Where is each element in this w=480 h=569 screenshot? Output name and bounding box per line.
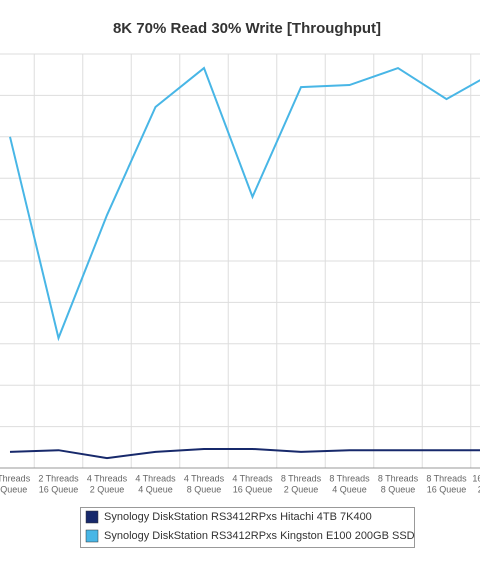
- x-tick-label: 4 Queue: [332, 484, 367, 494]
- chart-title: 8K 70% Read 30% Write [Throughput]: [113, 20, 381, 37]
- x-tick-label: 8 Queue: [381, 484, 416, 494]
- x-tick-label: 2 Queue: [478, 484, 480, 494]
- x-tick-label: 8 Threads: [378, 473, 419, 483]
- x-tick-label: 2 Queue: [284, 484, 319, 494]
- x-tick-label: 4 Threads: [87, 473, 128, 483]
- x-tick-label: 2 Threads: [38, 473, 79, 483]
- x-tick-label: 2 Threads: [0, 473, 31, 483]
- x-tick-label: 4 Threads: [232, 473, 273, 483]
- line: [9, 66, 480, 342]
- x-tick-label: 16 Queue: [39, 484, 79, 494]
- x-tick-label: 4 Threads: [184, 473, 225, 483]
- x-tick-label: 8 Threads: [329, 473, 370, 483]
- legend-box: [80, 507, 415, 548]
- legend-label: Synology DiskStation RS3412RPxs Kingston…: [104, 530, 415, 542]
- x-tick-label: 8 Queue: [187, 484, 222, 494]
- x-tick-label: 16 Threads: [472, 473, 480, 483]
- x-tick-label: 16 Queue: [233, 484, 273, 494]
- legend-swatch: [85, 529, 99, 543]
- legend-swatch: [85, 510, 99, 524]
- legend-label: Synology DiskStation RS3412RPxs Hitachi …: [104, 511, 372, 523]
- x-tick-label: 16 Queue: [427, 484, 467, 494]
- x-tick-label: 4 Queue: [138, 484, 173, 494]
- x-tick-label: 8 Threads: [426, 473, 467, 483]
- x-tick-label: 4 Threads: [135, 473, 176, 483]
- x-tick-label: 8 Queue: [0, 484, 27, 494]
- line: [9, 447, 480, 460]
- x-tick-label: 2 Queue: [90, 484, 125, 494]
- x-tick-label: 8 Threads: [281, 473, 322, 483]
